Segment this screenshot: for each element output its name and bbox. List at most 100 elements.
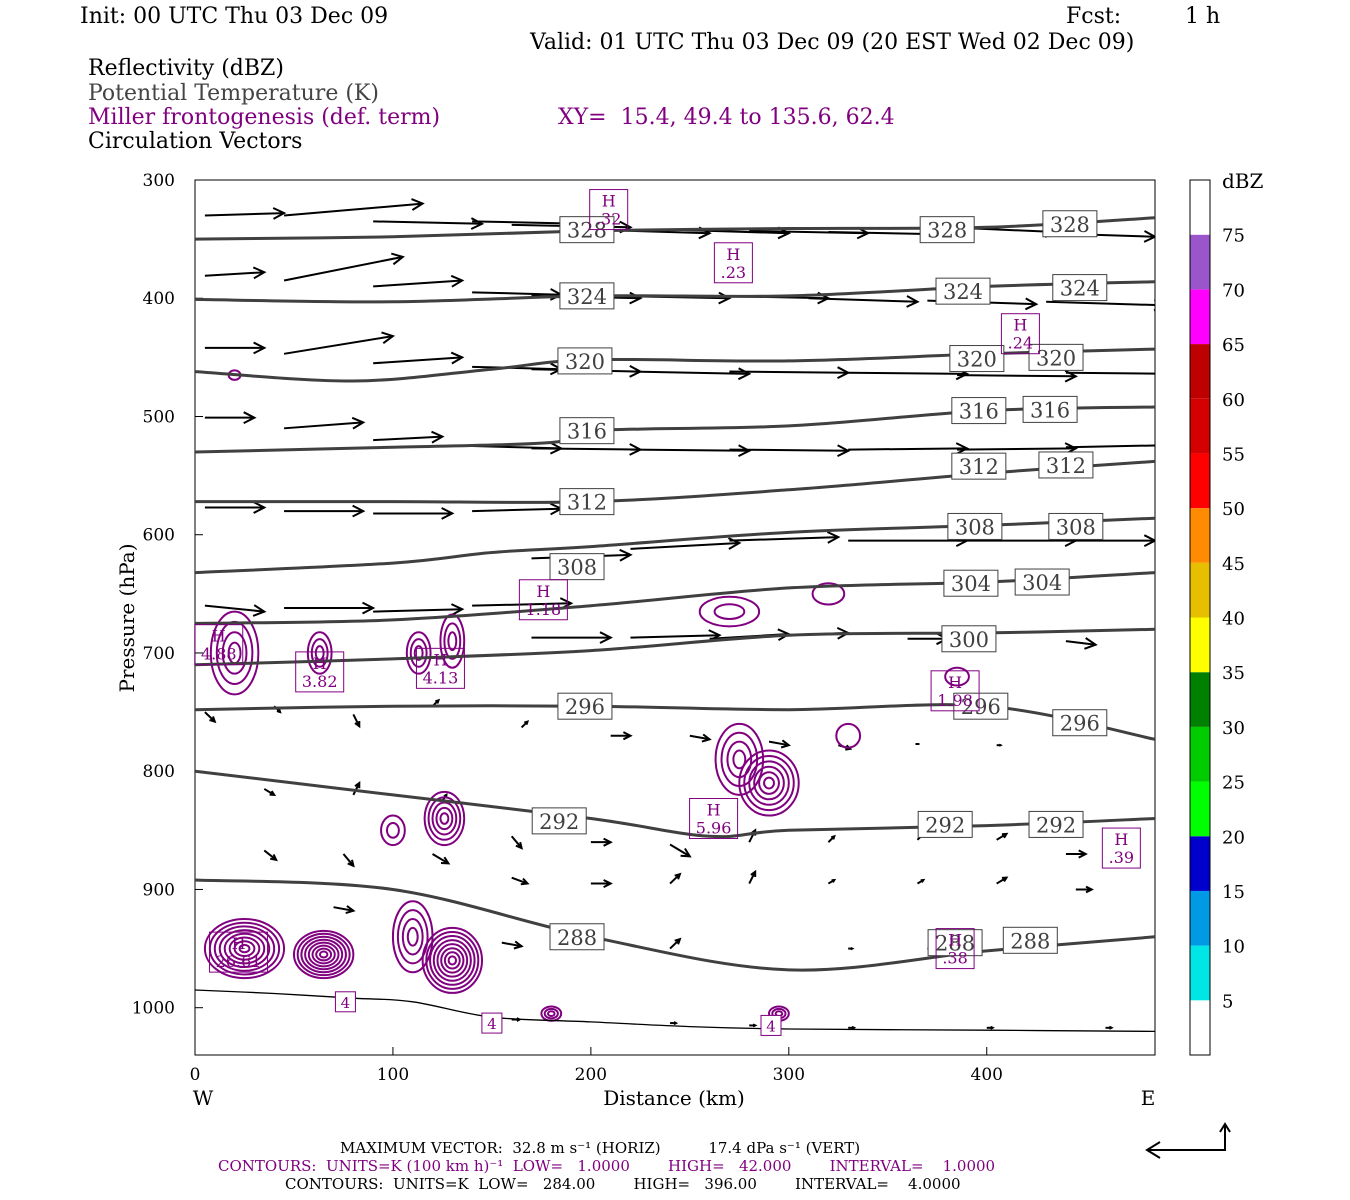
- colorbar-label: 5: [1222, 991, 1233, 1012]
- theta-label-box: [549, 923, 605, 951]
- fronto-max-marker: H: [433, 650, 447, 669]
- theta-label-box: [1042, 210, 1098, 238]
- fronto-contour: [209, 610, 260, 696]
- theta-contour-324: [195, 280, 1155, 304]
- fronto-max-marker: H: [1013, 316, 1027, 335]
- colorbar-label: 50: [1222, 499, 1245, 520]
- colorbar-bin: [1190, 289, 1210, 345]
- theta-label-box: [549, 553, 605, 581]
- x-axis-label: Distance (km): [603, 1086, 745, 1110]
- theta-label-box: [1052, 709, 1108, 737]
- fronto-contour: [310, 638, 329, 668]
- theta-label-box: [1028, 343, 1084, 371]
- vector-arrow: [263, 849, 277, 861]
- fronto-max-value: .24: [1008, 334, 1033, 353]
- colorbar-bin: [1190, 180, 1210, 235]
- fronto-contour: [835, 722, 862, 749]
- fronto-contour: [429, 935, 476, 986]
- vector-arrow: [1065, 444, 1155, 449]
- vector-arrow: [283, 202, 423, 217]
- fronto-contour: [228, 936, 261, 961]
- y-tick-label: 600: [143, 526, 175, 546]
- theta-contours: [195, 216, 1155, 972]
- fronto-max-box: [935, 928, 975, 970]
- theta-label: 324: [1060, 277, 1100, 301]
- theta-label: 328: [927, 219, 967, 243]
- vector-arrowhead: [362, 601, 376, 615]
- theta-label-box: [935, 277, 991, 305]
- vector-arrowhead: [253, 501, 267, 514]
- fronto-max-value: .39: [1109, 848, 1134, 867]
- theta-contour-info: CONTOURS: UNITS=K LOW= 284.00 HIGH= 396.…: [285, 1175, 961, 1193]
- colorbar-label: 40: [1222, 609, 1245, 630]
- x-tick-label: 400: [971, 1065, 1003, 1085]
- fronto-contour: [423, 790, 466, 847]
- fronto-max-value: 26.61: [216, 952, 262, 971]
- vector-arrow: [957, 447, 1076, 451]
- vector-arrowhead: [674, 872, 682, 880]
- fronto-contour: [300, 935, 347, 974]
- theta-label-box: [949, 345, 1005, 373]
- vector-arrowhead: [253, 341, 267, 355]
- colorbar-label: 20: [1222, 827, 1245, 848]
- theta-label-box: [951, 452, 1007, 480]
- vector-arrowhead: [830, 834, 836, 840]
- vector-arrow: [432, 853, 449, 865]
- colorbar-label: 70: [1222, 280, 1245, 301]
- vector-arrow: [669, 873, 681, 885]
- fronto-max-value: 1.18: [526, 600, 562, 619]
- y-tick-label: 300: [143, 171, 175, 191]
- vector-arrow: [957, 374, 1076, 378]
- fronto-max-box: [713, 242, 753, 284]
- theta-label: 324: [567, 285, 607, 309]
- vector-arrowhead: [270, 853, 278, 862]
- x-tick-label: 200: [575, 1065, 607, 1085]
- vector-arrow: [352, 782, 361, 796]
- vector-arrowhead: [701, 733, 712, 743]
- fronto-max-box: [1000, 313, 1040, 355]
- theta-label-box: [953, 692, 1009, 720]
- colorbar-label: 75: [1222, 226, 1245, 247]
- fronto-max-value: 4.88: [201, 645, 237, 664]
- fronto-max-box: [481, 1012, 503, 1034]
- vector-arrowhead: [1024, 297, 1039, 311]
- vector-arrowhead: [780, 739, 791, 749]
- fronto-contour: [203, 918, 286, 980]
- vector-arrow: [204, 271, 265, 277]
- fronto-max-box: [518, 579, 568, 621]
- fronto-max-marker: H: [313, 654, 327, 673]
- plot-frame: [194, 179, 1156, 1056]
- vector-arrowhead: [351, 416, 366, 430]
- fronto-contour: [315, 947, 333, 962]
- frontogenesis-contour-info: CONTOURS: UNITS=K (100 km h)⁻¹ LOW= 1.00…: [218, 1157, 996, 1175]
- vector-arrowhead: [513, 940, 524, 950]
- vector-arrowhead: [680, 847, 692, 858]
- vector-arrowhead: [1084, 637, 1098, 650]
- fronto-max-marker: H: [1114, 830, 1128, 849]
- vector-arrowhead: [920, 878, 926, 883]
- fronto-contour: [753, 765, 785, 801]
- field-circulation-vectors: Circulation Vectors: [88, 129, 303, 154]
- vector-arrowhead: [599, 631, 613, 644]
- fronto-contour: [401, 918, 424, 956]
- fronto-contour: [406, 926, 419, 947]
- fronto-contour: [758, 771, 780, 795]
- vector-arrowhead: [603, 837, 613, 847]
- colorbar-bin: [1190, 890, 1210, 946]
- init-time: Init: 00 UTC Thu 03 Dec 09: [80, 4, 389, 29]
- fronto-contour: [306, 631, 333, 675]
- vector-arrow: [204, 711, 216, 723]
- cross-section-endpoints: XY= 15.4, 49.4 to 135.6, 62.4: [558, 105, 895, 130]
- vector-arrow: [808, 297, 918, 303]
- x-axis-west-label: W: [193, 1086, 214, 1110]
- vector-arrowhead: [524, 720, 530, 726]
- fronto-max-value: .23: [721, 263, 746, 282]
- vector-arrowhead: [1143, 230, 1155, 243]
- vector-arrowhead: [738, 444, 752, 457]
- colorbar-label: 65: [1222, 335, 1245, 356]
- vector-arrowhead: [1001, 832, 1009, 839]
- vector-arrowhead: [826, 531, 841, 544]
- dbz-colorbar: 5 10 15 20 25 30 35 40 45 50 55 60 65 70 75: [1189, 179, 1245, 1056]
- vector-arrowhead: [1174, 440, 1185, 451]
